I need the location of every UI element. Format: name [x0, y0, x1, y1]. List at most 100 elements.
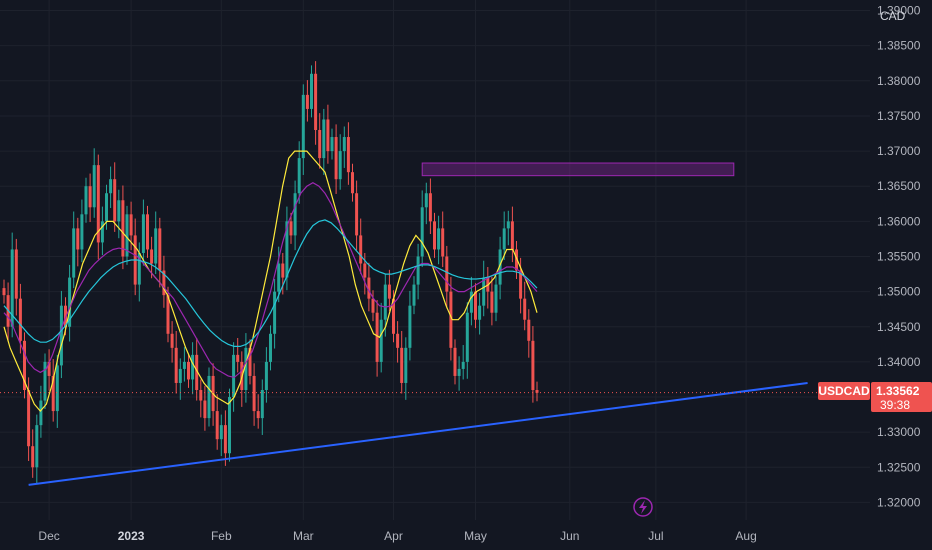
x-tick-label: Jul	[648, 529, 663, 543]
flash-icon[interactable]	[633, 497, 653, 517]
candle-body	[191, 354, 195, 380]
candle-body	[2, 288, 6, 296]
ma-slow-line	[3, 219, 538, 347]
candle-body	[392, 298, 395, 334]
trendline[interactable]	[28, 381, 808, 486]
candle-body	[223, 425, 227, 454]
symbol-label: USDCAD	[818, 384, 870, 398]
candle-body	[277, 263, 281, 292]
candle-body	[433, 221, 436, 250]
candle-body	[23, 340, 26, 390]
support-trendline[interactable]	[28, 381, 808, 486]
candle-body	[187, 361, 190, 380]
candle-body	[445, 256, 449, 292]
candle-body	[330, 137, 334, 152]
candle-body	[141, 214, 145, 253]
candle-body	[408, 305, 412, 348]
candle-body	[129, 214, 133, 236]
candle-body	[68, 277, 72, 327]
candle-body	[474, 291, 477, 320]
ma-mid-line	[3, 182, 538, 379]
current-price-label: 1.33562	[876, 384, 920, 398]
candle-body	[379, 319, 383, 362]
price-unit-label: CAD	[880, 9, 906, 23]
candle-body	[51, 375, 55, 412]
y-tick-label: 1.34000	[877, 355, 921, 369]
y-tick-label: 1.32000	[877, 495, 921, 509]
candle-body	[228, 397, 231, 454]
candle-body	[424, 193, 428, 208]
time-axis[interactable]: Dec 2023 Feb Mar Apr May Jun Jul Aug	[38, 529, 756, 543]
candle-body	[232, 354, 236, 398]
x-tick-label: Apr	[384, 529, 403, 543]
candle-body	[88, 186, 92, 208]
y-tick-label: 1.32500	[877, 460, 921, 474]
candle-body	[207, 375, 211, 419]
candle-body	[515, 249, 518, 271]
candle-body	[158, 228, 162, 271]
candle-body	[297, 158, 301, 194]
candle-body	[301, 94, 305, 159]
candle-body	[27, 390, 31, 447]
x-tick-label: Feb	[211, 529, 232, 543]
x-tick-label: May	[464, 529, 487, 543]
candle-body	[465, 312, 469, 362]
candle-body	[84, 186, 88, 215]
y-tick-label: 1.38000	[877, 74, 921, 88]
candle-body	[170, 333, 174, 348]
candle-body	[273, 291, 277, 334]
y-tick-label: 1.35000	[877, 285, 921, 299]
candle-body	[55, 365, 59, 412]
y-tick-label: 1.34500	[877, 320, 921, 334]
candle-body	[285, 221, 289, 278]
candle-body	[506, 221, 510, 229]
y-tick-label: 1.38500	[877, 39, 921, 53]
moving-averages	[3, 150, 538, 413]
candle-body	[351, 172, 354, 194]
candle-body	[310, 73, 313, 109]
candle-body	[359, 235, 363, 264]
candle-body	[437, 228, 441, 250]
candle-body	[375, 312, 379, 362]
price-axis[interactable]: 1.320001.325001.330001.335001.340001.345…	[877, 4, 921, 510]
bar-countdown-label: 39:38	[880, 398, 910, 412]
candle-body	[482, 277, 486, 306]
candle-body	[428, 193, 432, 222]
candle-body	[383, 284, 387, 320]
candle-body	[314, 73, 318, 130]
price-badge: USDCAD 1.33562 39:38	[818, 382, 932, 412]
y-tick-label: 1.36000	[877, 214, 921, 228]
candle-body	[146, 214, 149, 250]
candle-body	[162, 270, 166, 296]
candle-body	[35, 425, 39, 468]
candle-body	[39, 400, 43, 426]
candle-body	[412, 284, 416, 306]
ma-fast-line	[3, 150, 538, 413]
x-tick-label: Jun	[560, 529, 579, 543]
y-tick-label: 1.33000	[877, 425, 921, 439]
candle-body	[96, 165, 100, 243]
candle-body	[43, 361, 47, 401]
candle-body	[178, 368, 182, 383]
candle-body	[490, 291, 494, 313]
candle-body	[502, 228, 506, 250]
candle-body	[293, 193, 297, 236]
candle-body	[59, 305, 63, 366]
candle-body	[342, 137, 346, 152]
resistance-zone	[421, 162, 735, 177]
candle-body	[531, 340, 535, 390]
y-tick-label: 1.37500	[877, 109, 921, 123]
y-tick-label: 1.35500	[877, 249, 921, 263]
candle-body	[371, 298, 375, 313]
candle-body	[244, 347, 248, 390]
candle-body	[10, 249, 14, 327]
candle-body	[387, 284, 391, 299]
grid-lines	[0, 0, 870, 520]
x-tick-label: Aug	[735, 529, 756, 543]
candle-body	[92, 165, 96, 208]
candle-body	[137, 252, 141, 285]
candle-body	[215, 411, 219, 440]
candle-body	[100, 221, 104, 243]
candle-body	[346, 137, 350, 173]
